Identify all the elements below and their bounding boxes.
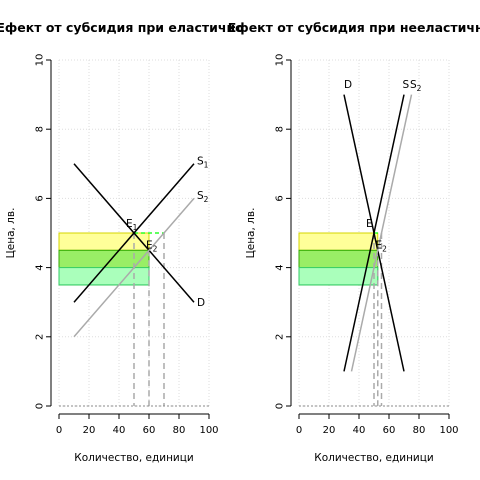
curve-label-subscript: 1 <box>204 160 209 169</box>
equilibrium-label-0: E <box>366 218 373 230</box>
x-tick-label: 100 <box>199 425 218 436</box>
axes: 0 20 40 60 80 100 0 2 4 6 8 10 <box>35 54 219 436</box>
curve-label-1: S2 <box>197 190 209 204</box>
shaded-region-0 <box>298 232 379 251</box>
chart-title: Ефект от субсидия при еластично <box>0 20 244 35</box>
plot-area: S1 S2 D E1 E2 <box>58 59 210 407</box>
y-tick-label: 4 <box>35 264 46 270</box>
equilibrium-label-0: E1 <box>126 218 138 232</box>
x-tick-label: 60 <box>383 425 396 436</box>
equilibrium-label-subscript: 2 <box>382 244 387 253</box>
equilibrium-label-subscript: 2 <box>153 244 158 253</box>
curve-label-2: D <box>197 297 205 309</box>
series-line-s1 <box>343 94 405 372</box>
x-tick-label: 80 <box>413 425 426 436</box>
equilibrium-label-subscript: 1 <box>133 223 138 232</box>
curve-label-2: S2 <box>410 79 422 93</box>
curve-label-0: S1 <box>197 155 209 169</box>
series-line-s1 <box>73 163 195 303</box>
x-tick-label: 20 <box>83 425 96 436</box>
y-tick-label: 6 <box>35 195 46 201</box>
y-tick-label: 10 <box>275 54 286 67</box>
x-tick-label: 40 <box>353 425 366 436</box>
shaded-region-2 <box>58 267 150 286</box>
curve-label-subscript: 2 <box>204 195 209 204</box>
chart-title: Ефект от субсидия при нееластично <box>228 20 480 35</box>
y-tick-label: 8 <box>35 126 46 132</box>
y-tick-label: 0 <box>275 403 286 409</box>
curve-label-1: S <box>403 79 410 91</box>
y-tick-label: 6 <box>275 195 286 201</box>
x-tick-label: 0 <box>296 425 302 436</box>
y-tick-label: 2 <box>275 334 286 340</box>
x-tick-label: 60 <box>143 425 156 436</box>
y-tick-label: 4 <box>275 264 286 270</box>
y-axis-label: Цена, лв. <box>245 208 257 259</box>
x-tick-label: 40 <box>113 425 126 436</box>
y-tick-label: 2 <box>35 334 46 340</box>
series-line-s2 <box>350 94 413 372</box>
y-tick-label: 0 <box>35 403 46 409</box>
x-axis-label: Количество, единици <box>314 452 433 464</box>
series-line-s2 <box>73 197 195 338</box>
y-tick-label: 8 <box>275 126 286 132</box>
x-tick-label: 0 <box>56 425 62 436</box>
x-tick-label: 100 <box>439 425 458 436</box>
chart-panel-elastic: Ефект от субсидия при еластично Количест… <box>0 20 244 464</box>
chart-panel-inelastic: Ефект от субсидия при нееластично Количе… <box>228 20 480 464</box>
x-tick-label: 80 <box>173 425 186 436</box>
x-axis-label: Количество, единици <box>74 452 193 464</box>
x-tick-label: 20 <box>323 425 336 436</box>
curve-label-subscript: 2 <box>417 84 422 93</box>
equilibrium-label-1: E2 <box>146 239 158 253</box>
axes: 0 20 40 60 80 100 0 2 4 6 8 10 <box>275 54 459 436</box>
y-tick-label: 10 <box>35 54 46 67</box>
curve-label-0: D <box>344 79 352 91</box>
y-axis-label: Цена, лв. <box>5 208 17 259</box>
plot-area: D S S2 EE2 <box>298 59 450 407</box>
equilibrium-label-1: E2 <box>376 239 388 253</box>
